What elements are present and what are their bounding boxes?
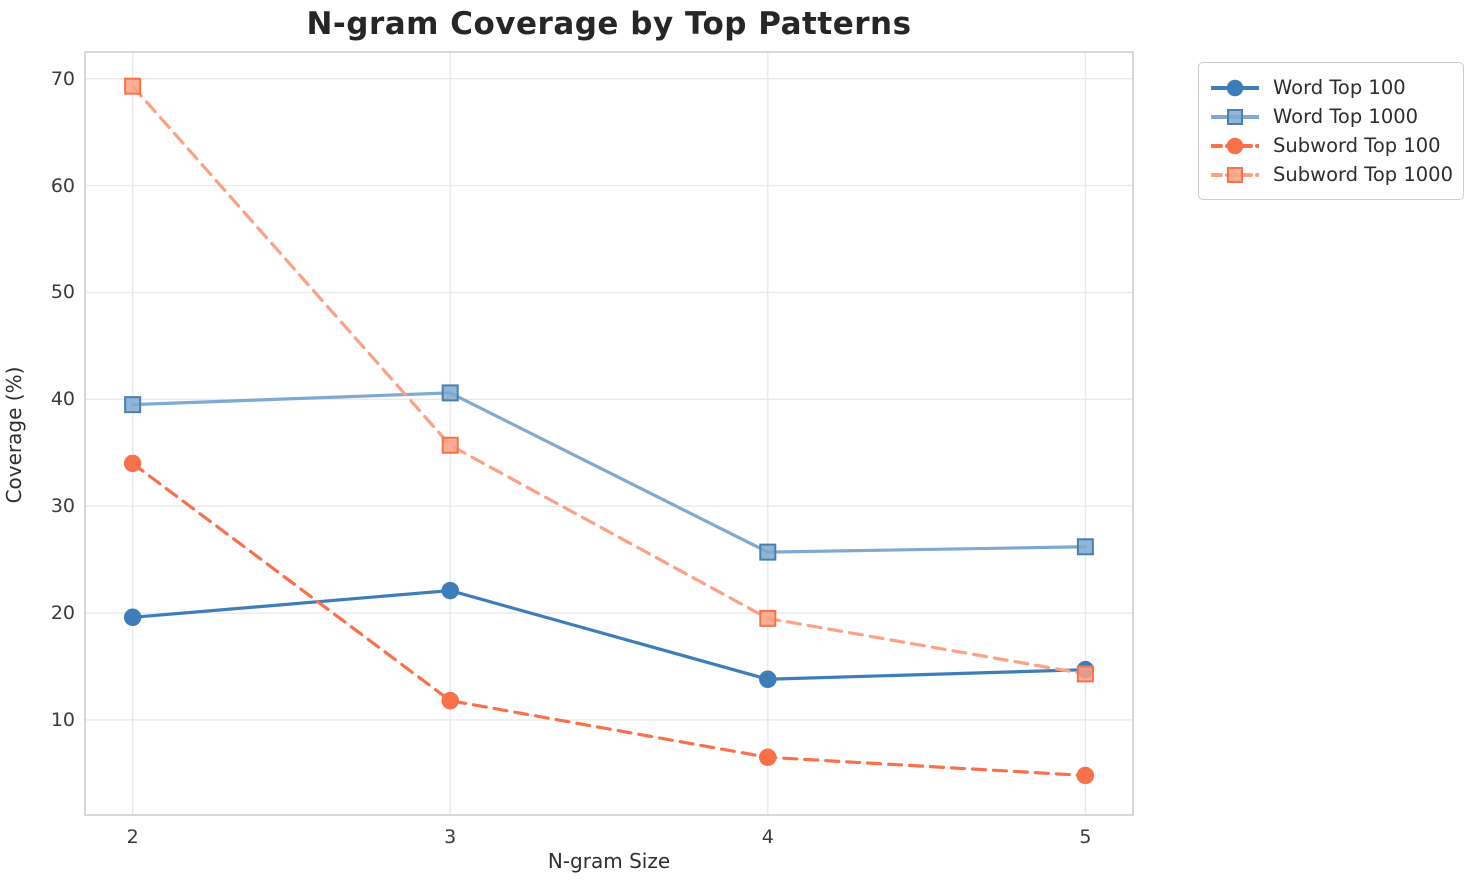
data-point-marker [759, 609, 777, 627]
data-point-marker [124, 77, 142, 95]
data-point-marker [123, 608, 142, 627]
data-point-marker [1076, 766, 1095, 785]
legend-item-word-top-100: Word Top 100 [1211, 73, 1449, 102]
data-point-marker [759, 670, 777, 689]
legend-line-square-marker-icon [1211, 166, 1259, 183]
legend-line-circle-marker-icon [1211, 79, 1259, 96]
legend-line-circle-marker-icon [1211, 137, 1259, 154]
x-tick-label: 3 [444, 826, 457, 848]
plot-area [85, 52, 1133, 815]
data-point-marker [124, 396, 142, 414]
series-line-word-top-100 [131, 588, 1087, 681]
series-line-subword-top-1000 [131, 84, 1087, 676]
x-tick-label: 5 [1079, 826, 1092, 848]
data-point-marker [441, 384, 459, 402]
data-point-marker [759, 543, 777, 561]
data-point-marker [1076, 665, 1094, 683]
y-tick-label: 70 [50, 67, 75, 90]
y-tick-label: 60 [50, 174, 75, 197]
legend: Word Top 100 Word Top 1000 Subword Top 100… [1198, 62, 1464, 200]
legend-line-square-marker-icon [1211, 108, 1259, 125]
legend-label: Subword Top 100 [1273, 134, 1441, 157]
legend-label: Word Top 100 [1273, 76, 1406, 99]
data-point-marker [123, 454, 142, 473]
plot-border [84, 51, 1134, 816]
y-tick-label: 40 [50, 388, 75, 411]
legend-label: Word Top 1000 [1273, 105, 1419, 128]
chart-title: N-gram Coverage by Top Patterns [306, 6, 912, 42]
x-tick-label: 2 [126, 826, 139, 848]
legend-label: Subword Top 1000 [1273, 163, 1453, 186]
x-axis-label: N-gram Size [547, 849, 671, 873]
series-line-word-top-1000 [131, 391, 1087, 554]
data-point-marker [441, 581, 459, 600]
y-tick-label: 30 [50, 495, 75, 518]
data-point-marker [441, 691, 459, 710]
y-tick-label: 20 [50, 602, 75, 625]
data-point-marker [441, 436, 459, 454]
data-point-marker [759, 748, 777, 767]
y-tick-label: 10 [50, 708, 75, 731]
x-tick-label: 4 [761, 826, 774, 848]
legend-item-word-top-1000: Word Top 1000 [1211, 102, 1449, 131]
legend-item-subword-top-100: Subword Top 100 [1211, 131, 1449, 160]
series-line-subword-top-100 [131, 461, 1087, 778]
legend-item-subword-top-1000: Subword Top 1000 [1211, 160, 1453, 189]
data-point-marker [1076, 538, 1094, 556]
y-tick-label: 50 [50, 281, 75, 304]
